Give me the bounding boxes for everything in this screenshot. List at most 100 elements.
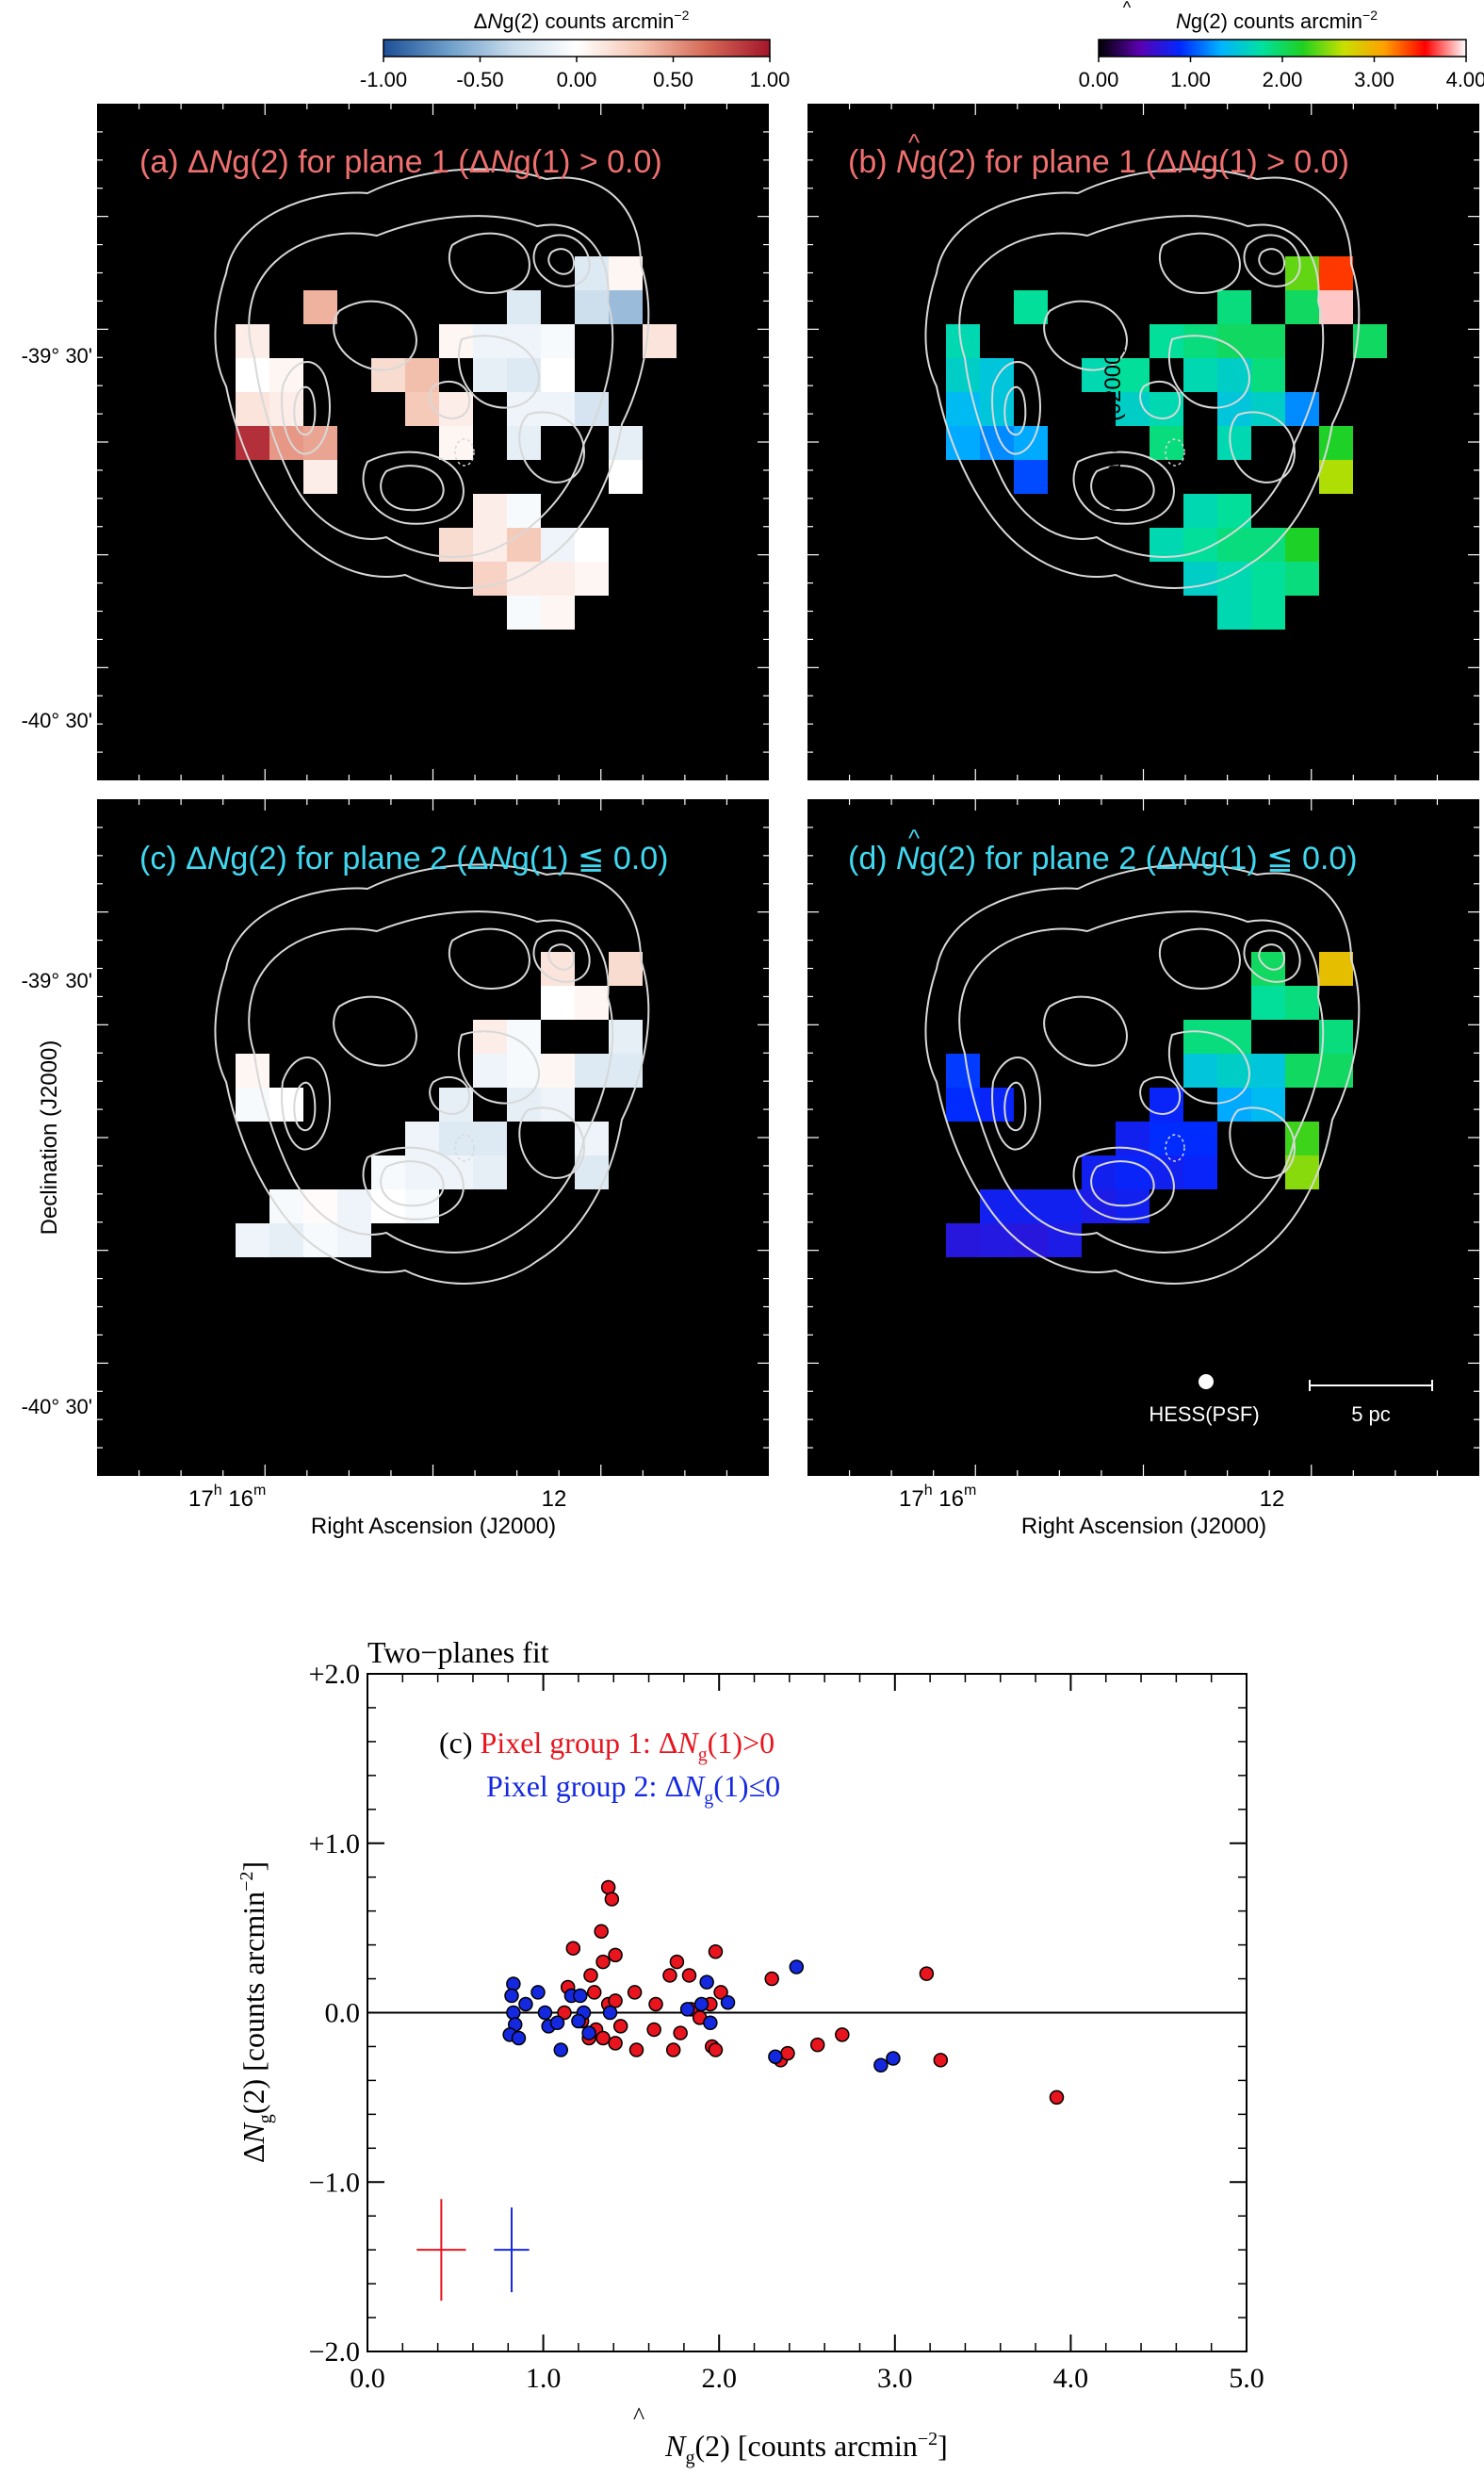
contour	[958, 910, 1325, 1253]
map-pixel	[575, 1155, 609, 1189]
point-group1	[708, 2042, 724, 2057]
contour	[1158, 232, 1241, 294]
colorbar-tick-label: 1.00	[750, 68, 791, 91]
colorbar-delta-ticks: -1.00 -0.50 0.00 0.50 1.00	[360, 57, 790, 91]
colorbar-tick-label: 0.50	[653, 68, 693, 91]
map-pixel	[473, 1122, 507, 1155]
map-pixel	[269, 358, 303, 392]
contour	[924, 863, 1361, 1285]
contour	[457, 335, 540, 409]
x-tick-label: 4.0	[1053, 2363, 1089, 2394]
contour	[281, 1057, 331, 1151]
contour	[547, 248, 576, 275]
contour	[1158, 927, 1241, 990]
map-pixel	[1183, 324, 1217, 358]
point-group1	[595, 1954, 611, 1970]
x-tick-label: 5.0	[1229, 2363, 1264, 2394]
ra-label-c: Right Ascension (J2000)	[311, 1514, 556, 1539]
point-group1	[608, 2036, 623, 2051]
colorbar-nhat: Ng(2) counts arcmin−2 ^ 0.00 1.00 2.00 3.00…	[1079, 0, 1484, 91]
map-pixel	[609, 1020, 643, 1054]
map-pixel	[1285, 562, 1319, 596]
contour	[532, 929, 591, 983]
map-pixel	[473, 1054, 507, 1088]
point-group2	[789, 1959, 805, 1974]
map-pixel	[1251, 562, 1285, 596]
contour-dashed	[454, 1134, 475, 1162]
contour	[362, 451, 465, 525]
panel-d-ticks	[807, 799, 1479, 1476]
map-axis-labels: Declination (J2000) Declination (J2000) …	[22, 344, 1285, 1539]
map-pixel	[609, 460, 643, 494]
panel-a-background	[97, 104, 769, 780]
contour	[991, 361, 1041, 455]
scatter-plot: Two−planes fit 0.0 1.0 2.0 3.0 4.0 5.0 −2.0 −1.…	[236, 1635, 1264, 2468]
point-group2	[549, 2015, 565, 2031]
contour	[1139, 380, 1182, 419]
map-pixel	[541, 562, 575, 596]
contour	[1043, 995, 1128, 1067]
map-pixel	[980, 358, 1014, 392]
map-pixel	[371, 358, 405, 392]
map-pixel	[473, 1155, 507, 1189]
psf-label: HESS(PSF)	[1149, 1402, 1259, 1426]
point-group2	[537, 2005, 553, 2021]
map-pixel	[1082, 1155, 1116, 1189]
point-group2	[553, 2042, 569, 2057]
map-pixel	[609, 952, 643, 986]
colorbar-tick-label: 1.00	[1170, 68, 1211, 91]
point-group1	[565, 1941, 581, 1956]
contour-dashed	[1165, 438, 1185, 467]
panel-c-contours	[214, 863, 650, 1285]
scatter-xlabel-hatmark: ^	[633, 2402, 644, 2430]
point-group1	[662, 1968, 677, 1983]
scatter-title: Two−planes fit	[367, 1635, 549, 1669]
map-pixel	[541, 358, 575, 392]
map-pixel	[1319, 426, 1353, 460]
ra-tick-c-12: 12	[542, 1486, 567, 1512]
contour	[1003, 1081, 1027, 1132]
point-group1	[673, 2025, 688, 2040]
map-pixel	[1217, 290, 1251, 324]
y-tick-label: −1.0	[309, 2167, 360, 2198]
contour	[1167, 335, 1250, 409]
panel-c-ticks	[97, 799, 769, 1476]
map-pixel	[303, 290, 337, 324]
contour	[958, 215, 1325, 558]
point-group1	[764, 1971, 779, 1987]
contour	[248, 910, 614, 1253]
map-pixel	[575, 986, 609, 1020]
colorbar-delta-bar	[383, 39, 771, 57]
map-pixel	[541, 986, 575, 1020]
ra-tick-d-16: 17h 16m	[899, 1483, 976, 1512]
legend-group1: (c) Pixel group 1: ΔNg(1)>0	[439, 1726, 775, 1765]
dec-tick-bottom-2: -40° 30'	[22, 1395, 92, 1418]
point-group2	[693, 1996, 709, 2012]
map-pixel	[1183, 494, 1217, 528]
map-pixel	[541, 1054, 575, 1088]
contour	[1003, 385, 1027, 436]
map-pixel	[337, 1189, 371, 1223]
map-pixel	[1285, 1054, 1319, 1088]
map-pixel	[1014, 290, 1048, 324]
point-group1	[608, 1993, 623, 2008]
map-pixel	[269, 1223, 303, 1257]
map-pixel	[1183, 358, 1217, 392]
map-pixel	[1014, 1223, 1048, 1257]
point-group1	[608, 1947, 623, 1963]
contour	[1229, 1106, 1296, 1179]
map-pixel	[541, 324, 575, 358]
map-pixel	[405, 1122, 439, 1155]
contour	[1090, 1160, 1155, 1207]
contour	[380, 1160, 445, 1207]
map-pixel	[946, 1054, 980, 1088]
colorbar-tick-label: -1.00	[360, 68, 407, 91]
map-pixel	[1183, 1054, 1217, 1088]
map-pixel	[1183, 562, 1217, 596]
map-pixel	[1183, 1155, 1217, 1189]
ra-tick-d-12: 12	[1260, 1486, 1285, 1512]
panel-b-ticks	[807, 104, 1479, 780]
y-tick-label: −2.0	[309, 2336, 360, 2368]
contour	[448, 927, 530, 990]
